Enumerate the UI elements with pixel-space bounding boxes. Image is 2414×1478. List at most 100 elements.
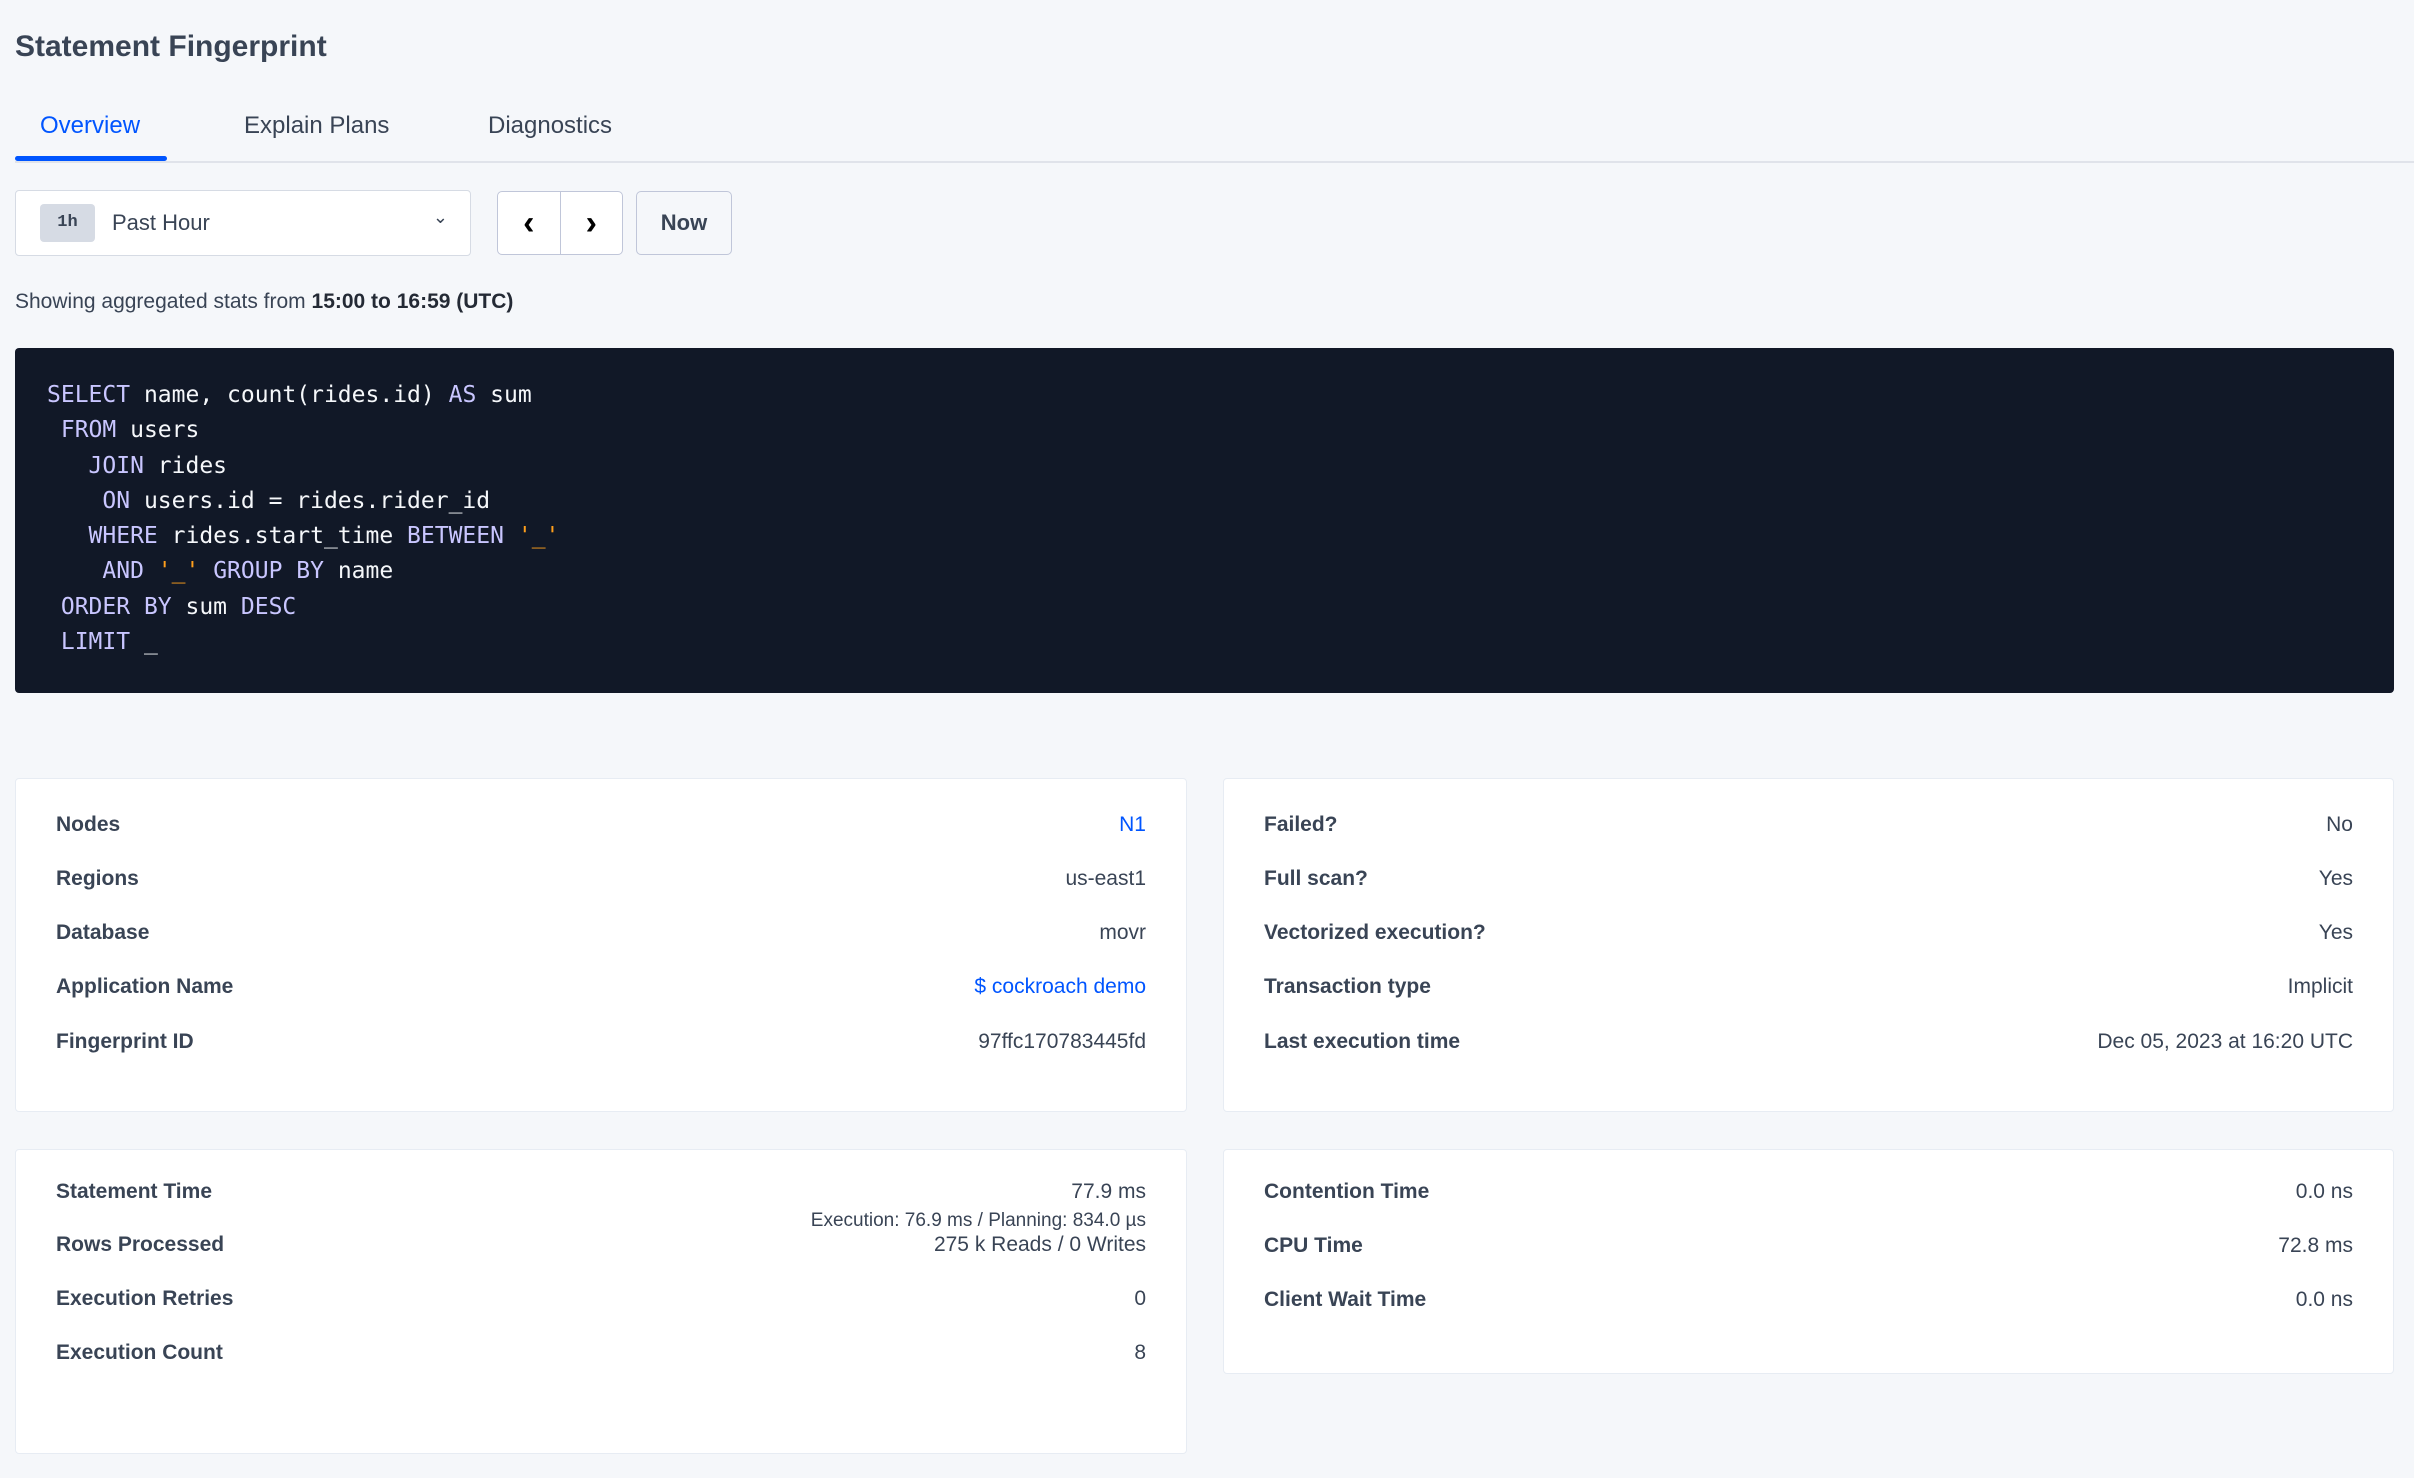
detail-label: Statement Time [56,1180,212,1203]
sql-line: AND '_' GROUP BY name [47,554,2362,589]
sql-token: name [323,558,394,585]
detail-value: Yes [2318,867,2353,890]
stats-range-value: 15:00 to 16:59 (UTC) [311,290,514,313]
detail-label: CPU Time [1264,1234,1363,1257]
sql-token: sum [476,382,532,408]
previous-time-button[interactable]: ‹ [498,192,561,254]
sql-token: AS [448,382,477,408]
sql-line: FROM users [47,413,2362,448]
stats-range-prefix: Showing aggregated stats from [15,290,312,313]
sql-token [199,558,213,584]
detail-label: Last execution time [1264,1030,1461,1053]
page-title: Statement Fingerprint [15,30,327,63]
sql-token: DESC [240,593,297,620]
sql-token [47,488,102,514]
detail-subvalue: Execution: 76.9 ms / Planning: 834.0 µs [810,1210,1146,1231]
detail-label: Rows Processed [56,1233,225,1256]
detail-value: movr [1099,921,1146,944]
sql-token: sum [171,593,241,620]
sql-token: JOIN [88,452,144,479]
time-range-badge: 1h [40,204,95,242]
sql-token [504,523,518,549]
detail-value: 77.9 ms [1071,1180,1146,1203]
sql-token: users.id = rides.rider_id [130,487,491,514]
detail-label: Contention Time [1264,1180,1430,1203]
detail-label: Client Wait Time [1264,1288,1427,1311]
sql-line: JOIN rides [47,449,2362,484]
tab-bar: Overview Explain Plans Diagnostics [15,106,2414,163]
details-card-stats: Statement Time 77.9 ms Execution: 76.9 ms … [15,1149,1187,1454]
sql-line: ORDER BY sum DESC [47,590,2362,625]
sql-line: ON users.id = rides.rider_id [47,484,2362,519]
detail-value: Dec 05, 2023 at 16:20 UTC [2097,1030,2353,1053]
details-card-timing: Contention Time 0.0 ns CPU Time 72.8 ms Clie… [1223,1149,2394,1374]
sql-token: ORDER BY [60,593,172,620]
sql-token: LIMIT [60,629,131,656]
sql-token [47,558,102,584]
sql-token: WHERE [88,523,158,550]
active-tab-indicator [15,156,167,161]
detail-value: 275 k Reads / 0 Writes [933,1233,1146,1256]
detail-label: Failed? [1264,813,1338,836]
time-nav-group: ‹ › [497,191,623,255]
sql-token: BETWEEN [407,523,504,550]
sql-token [144,558,158,584]
detail-value: 8 [1134,1341,1146,1364]
sql-token: '_' [157,558,200,585]
sql-token [47,417,61,443]
detail-value: 72.8 ms [2278,1234,2353,1257]
detail-label: Application Name [56,975,234,998]
sql-line: LIMIT _ [47,625,2362,660]
detail-value: us-east1 [1065,867,1146,890]
sql-token: _ [130,629,158,656]
detail-label: Database [56,921,150,944]
detail-label: Regions [56,867,139,890]
details-card-general: Nodes N1 Regions us-east1 Database movr Applic… [15,778,1187,1112]
stats-range-text: Showing aggregated stats from 15:00 to 1… [15,290,513,314]
chevron-down-icon: ⌄ [432,207,448,227]
detail-label: Execution Retries [56,1287,234,1310]
now-button[interactable]: Now [636,191,732,255]
detail-value: No [2326,813,2353,836]
detail-value: 0 [1134,1287,1146,1310]
sql-line: SELECT name, count(rides.id) AS sum [47,378,2362,413]
details-card-execution: Failed? No Full scan? Yes Vectorized executi… [1223,778,2394,1112]
detail-label: Vectorized execution? [1264,921,1486,944]
sql-token: GROUP BY [213,558,324,585]
sql-token: SELECT [47,382,131,408]
detail-label: Fingerprint ID [56,1030,194,1053]
next-time-button[interactable]: › [561,192,623,254]
sql-line: WHERE rides.start_time BETWEEN '_' [47,519,2362,554]
sql-token: rides [143,452,228,479]
sql-token: name, count(rides.id) [130,382,449,408]
detail-value: 0.0 ns [2295,1288,2353,1311]
detail-link[interactable]: $ cockroach demo [974,975,1146,998]
sql-token: '_' [517,523,560,550]
sql-token [47,453,89,479]
chevron-left-icon: ‹ [523,203,535,242]
sql-token: users [116,417,200,444]
chevron-right-icon: › [585,203,597,242]
sql-token: AND [102,558,144,585]
tab-explain-plans[interactable]: Explain Plans [244,112,390,139]
detail-label: Full scan? [1264,867,1368,890]
detail-label: Transaction type [1264,975,1431,998]
detail-label: Nodes [56,813,121,836]
sql-token [47,594,61,620]
time-range-select[interactable]: 1h Past Hour ⌄ [15,190,471,256]
sql-statement: SELECT name, count(rides.id) AS sum FROM… [15,348,2394,693]
detail-label: Execution Count [56,1341,223,1364]
tab-diagnostics[interactable]: Diagnostics [488,112,613,139]
detail-value: Yes [2318,921,2353,944]
tab-overview[interactable]: Overview [40,112,141,139]
sql-token: rides.start_time [157,523,408,550]
detail-value: 0.0 ns [2295,1180,2353,1203]
detail-link[interactable]: N1 [1119,813,1146,836]
detail-value: Implicit [2287,975,2353,998]
time-range-label: Past Hour [112,210,210,235]
sql-token: ON [102,487,131,514]
sql-token: FROM [60,417,117,444]
sql-token [47,629,61,655]
sql-token [47,523,89,549]
detail-value: 97ffc170783445fd [978,1030,1146,1053]
